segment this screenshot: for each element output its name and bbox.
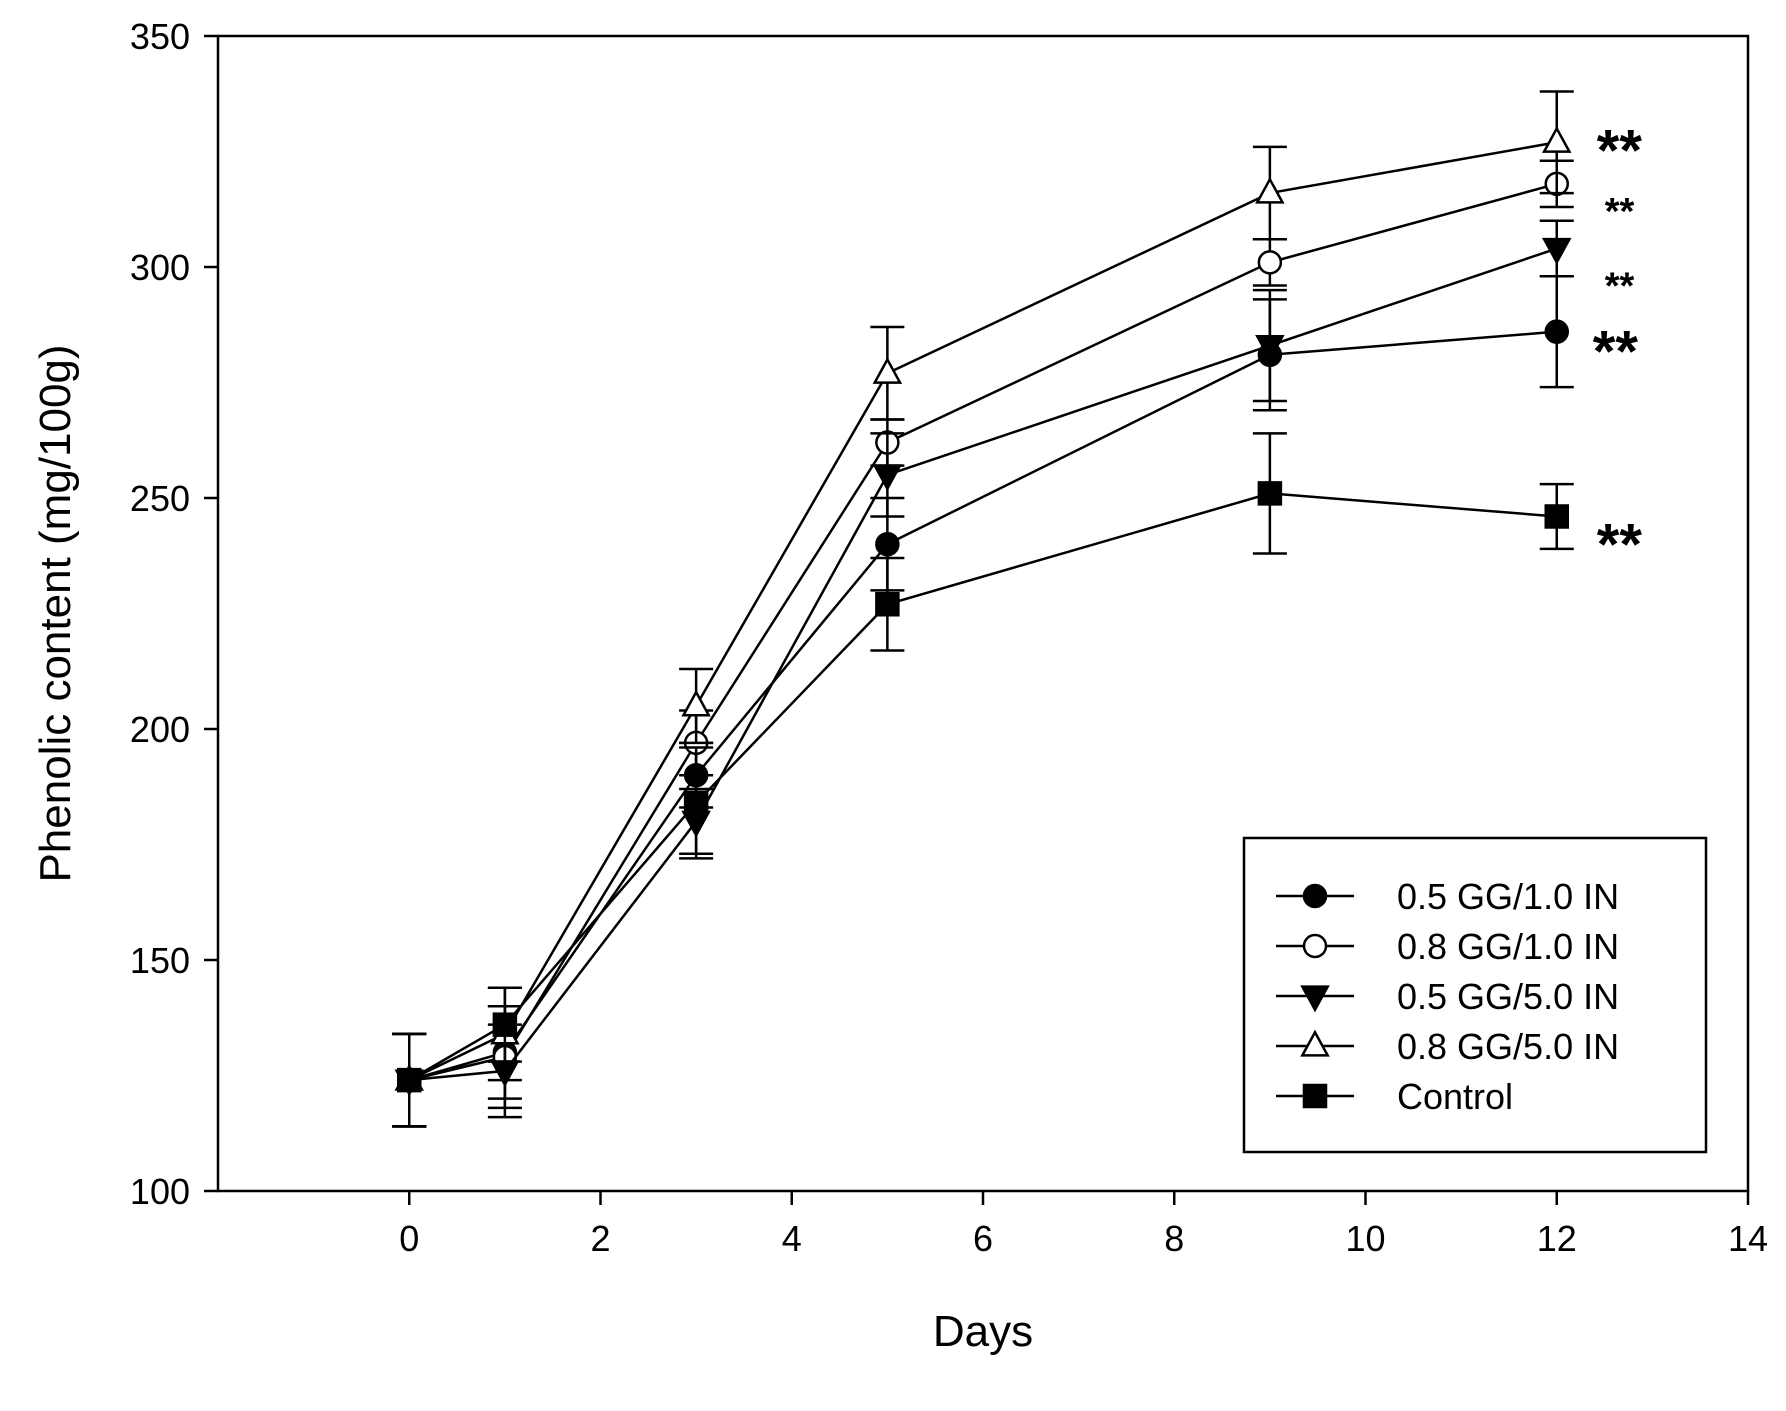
data-point	[1541, 237, 1572, 265]
y-tick-label: 350	[130, 16, 190, 57]
y-tick-label: 200	[130, 709, 190, 750]
legend: 0.5 GG/1.0 IN 0.8 GG/1.0 IN 0.5 GG/5.0 IN 0…	[1242, 836, 1708, 1154]
data-point	[1541, 125, 1572, 153]
legend-marker	[1300, 1029, 1330, 1057]
data-point	[1544, 504, 1569, 529]
axes: 0 2 4 6 8 10 12 14 100 150 200 250 300 350	[130, 16, 1768, 1259]
x-tick-label: 2	[590, 1218, 610, 1259]
data-point	[875, 531, 900, 557]
series-line-0-5-gg-1-0-in	[408, 330, 1557, 1082]
y-tick-label: 300	[130, 247, 190, 288]
legend-entry: Control	[1276, 1076, 1513, 1117]
legend-marker	[1302, 1083, 1328, 1109]
significance-annotation: **	[1605, 266, 1635, 308]
plot-area: ** ** ** ** **	[392, 90, 1643, 1128]
series-line-control	[408, 492, 1557, 1082]
data-point	[1255, 176, 1285, 204]
data-point	[681, 689, 711, 717]
data-point	[1257, 250, 1283, 275]
legend-marker	[1302, 883, 1328, 909]
legend-marker	[1300, 985, 1330, 1013]
y-tick-label: 100	[130, 1171, 190, 1212]
data-point	[1544, 319, 1569, 344]
legend-entry: 0.5 GG/5.0 IN	[1276, 976, 1619, 1017]
x-tick-label: 8	[1164, 1218, 1184, 1259]
data-point	[875, 592, 900, 617]
significance-annotation: **	[1605, 191, 1635, 233]
significance-annotation: **	[1597, 512, 1643, 577]
data-point	[1255, 334, 1285, 362]
legend-entry: 0.8 GG/5.0 IN	[1276, 1026, 1619, 1067]
x-tick-label: 10	[1345, 1218, 1385, 1259]
y-axis-title: Phenolic content (mg/100g)	[31, 344, 80, 882]
y-tick-label: 250	[130, 478, 190, 519]
legend-label: 0.5 GG/5.0 IN	[1397, 976, 1619, 1017]
data-point	[1257, 481, 1283, 506]
legend-entry: 0.5 GG/1.0 IN	[1276, 876, 1619, 917]
y-axis: 100 150 200 250 300 350	[130, 16, 218, 1212]
data-point	[683, 790, 709, 816]
series-line-0-5-gg-5-0-in	[409, 247, 1558, 1082]
significance-annotation: **	[1593, 320, 1639, 385]
x-axis: 0 2 4 6 8 10 12 14	[399, 1191, 1768, 1259]
x-tick-label: 14	[1728, 1218, 1768, 1259]
data-point	[872, 356, 903, 384]
significance-annotation: **	[1597, 118, 1643, 183]
x-tick-label: 0	[399, 1218, 419, 1259]
legend-entry: 0.8 GG/1.0 IN	[1276, 926, 1619, 967]
data-point	[397, 1067, 422, 1093]
legend-label: Control	[1397, 1076, 1513, 1117]
series-line-0-8-gg-5-0-in	[408, 141, 1557, 1082]
series-control	[392, 432, 1574, 1128]
x-axis-title: Days	[933, 1307, 1033, 1356]
legend-label: 0.5 GG/1.0 IN	[1397, 876, 1619, 917]
x-tick-label: 4	[782, 1218, 802, 1259]
data-point	[872, 464, 903, 492]
y-tick-label: 150	[130, 940, 190, 981]
x-tick-label: 6	[973, 1218, 993, 1259]
legend-label: 0.8 GG/5.0 IN	[1397, 1026, 1619, 1067]
legend-label: 0.8 GG/1.0 IN	[1397, 926, 1619, 967]
data-point	[492, 1012, 518, 1037]
legend-marker	[1302, 933, 1328, 959]
x-tick-label: 12	[1537, 1218, 1577, 1259]
